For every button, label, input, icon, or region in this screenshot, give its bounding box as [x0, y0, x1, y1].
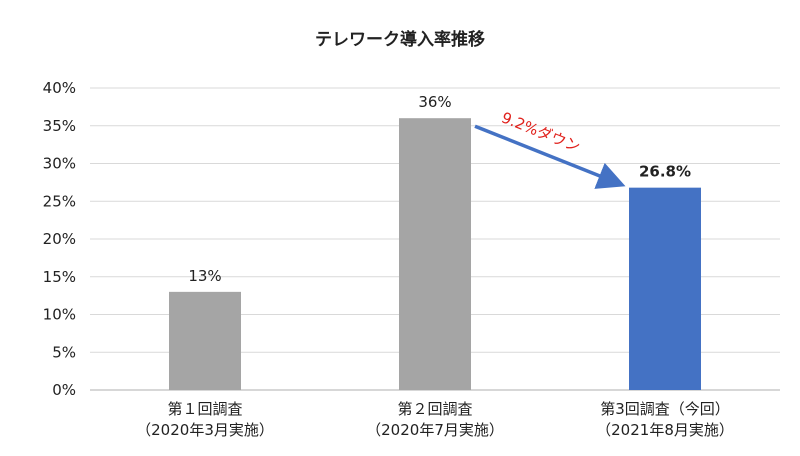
category-label: （2020年3月実施） [136, 421, 274, 439]
category-label: 第２回調査 [397, 400, 472, 418]
x-axis: 第１回調査 （2020年3月実施） 第２回調査 （2020年7月実施） 第3回調査（今回… [136, 400, 734, 439]
y-tick-label: 0% [52, 381, 76, 399]
bar [399, 118, 471, 390]
data-labels: 13% 36% 26.8% [188, 93, 691, 285]
category-label: 第１回調査 [167, 400, 242, 418]
category-label: 第3回調査（今回） [600, 400, 730, 418]
chart-title: テレワーク導入率推移 [315, 29, 485, 50]
y-tick-label: 40% [43, 79, 76, 97]
annotation: 9.2%ダウン [474, 108, 626, 189]
data-label: 13% [188, 267, 221, 285]
annotation-label: 9.2%ダウン [499, 108, 583, 156]
bars [169, 118, 701, 390]
y-tick-label: 35% [43, 117, 76, 135]
category-label: （2020年7月実施） [366, 421, 504, 439]
y-tick-label: 30% [43, 155, 76, 173]
y-tick-label: 25% [43, 192, 76, 210]
bar [629, 187, 701, 390]
category-label: （2021年8月実施） [596, 421, 734, 439]
y-tick-label: 5% [52, 343, 76, 361]
y-tick-label: 15% [43, 268, 76, 286]
bar [169, 291, 241, 390]
y-tick-label: 10% [43, 306, 76, 324]
y-tick-label: 20% [43, 230, 76, 248]
data-label: 26.8% [639, 163, 691, 181]
annotation-arrow [474, 124, 626, 189]
data-label: 36% [418, 93, 451, 111]
